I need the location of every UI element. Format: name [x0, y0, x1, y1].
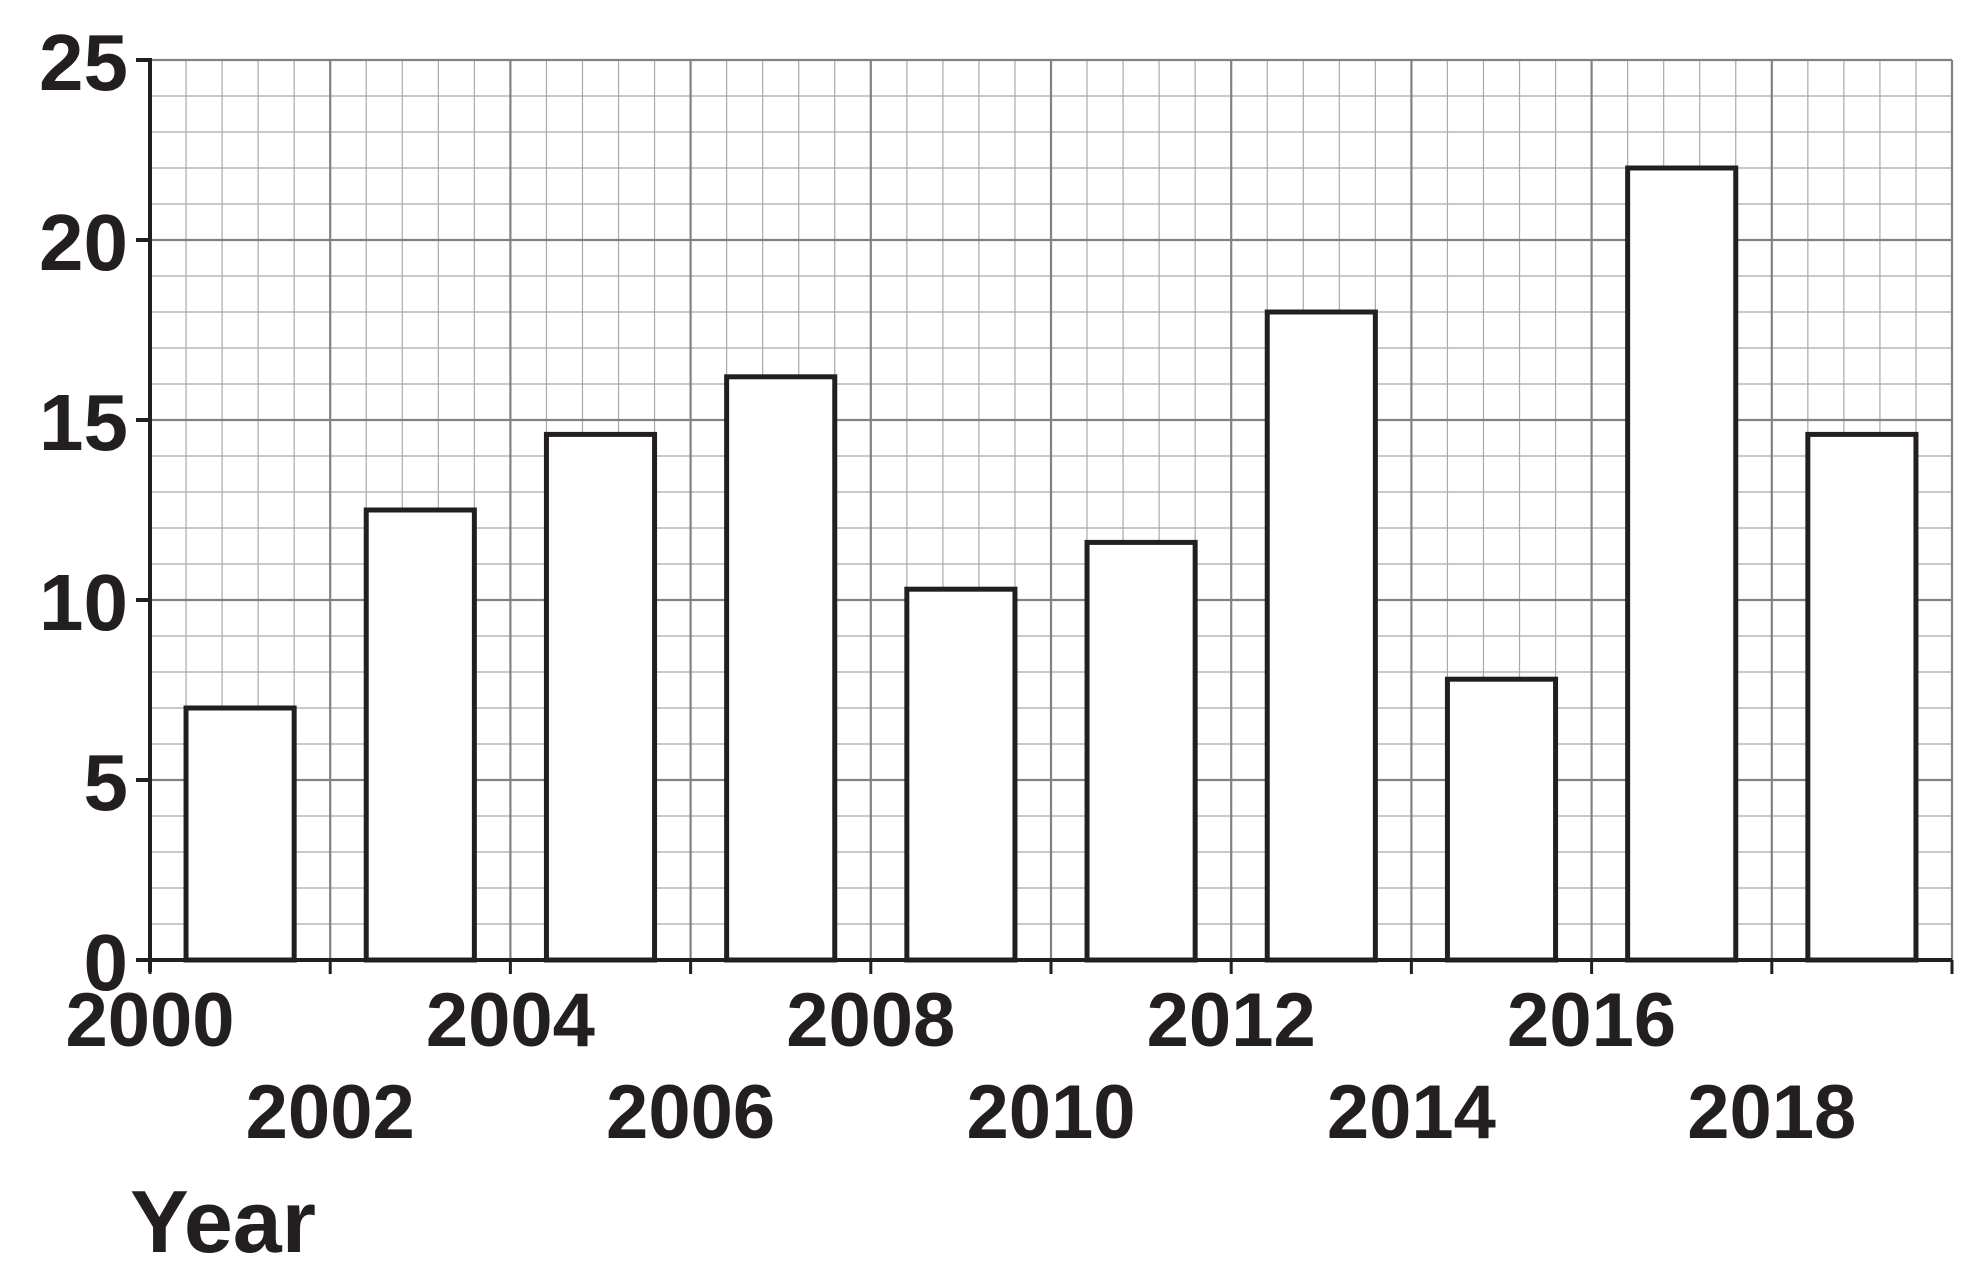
x-tick-label: 2008 — [786, 978, 955, 1063]
y-tick-label: 15 — [39, 378, 128, 467]
bar-2000 — [183, 705, 297, 963]
y-tick-label: 5 — [84, 738, 129, 827]
bar-2002 — [543, 431, 658, 963]
x-tick-label: 2004 — [426, 978, 595, 1063]
bar-2004 — [904, 586, 1018, 963]
y-tick-label: 10 — [39, 558, 128, 647]
bar-2008 — [1625, 165, 1739, 963]
x-tick-label: 2000 — [65, 978, 234, 1063]
bar-2001 — [363, 507, 477, 963]
bars — [183, 165, 1919, 963]
bar-2003 — [724, 374, 838, 963]
bar-2009 — [1805, 431, 1919, 963]
y-tick-label: 0 — [84, 918, 129, 1007]
y-tick-label: 20 — [39, 198, 128, 287]
x-tick-label: 2010 — [966, 1070, 1135, 1155]
x-tick-label: 2016 — [1507, 978, 1676, 1063]
x-tick-label: 2002 — [246, 1070, 415, 1155]
x-axis-title: Year — [130, 1172, 316, 1268]
x-tick-label: 2006 — [606, 1070, 775, 1155]
bar-2006 — [1264, 309, 1378, 963]
axes — [136, 58, 1954, 974]
x-tick-label: 2018 — [1687, 1070, 1856, 1155]
x-tick-label: 2012 — [1147, 978, 1316, 1063]
bar-2005 — [1084, 539, 1198, 963]
y-tick-labels: 0 5 10 15 20 25 — [39, 18, 128, 1007]
x-tick-label: 2014 — [1327, 1070, 1496, 1155]
bar-2007 — [1444, 676, 1559, 963]
y-tick-label: 25 — [39, 18, 128, 107]
